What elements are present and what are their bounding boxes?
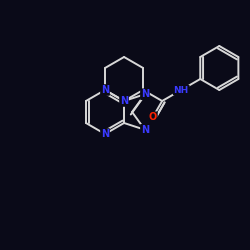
Text: N: N [120,96,128,106]
Text: NH: NH [174,86,189,94]
Text: N: N [141,89,149,99]
Text: N: N [141,125,149,135]
Text: N: N [101,85,109,95]
Text: O: O [149,112,157,122]
Text: N: N [101,129,109,139]
